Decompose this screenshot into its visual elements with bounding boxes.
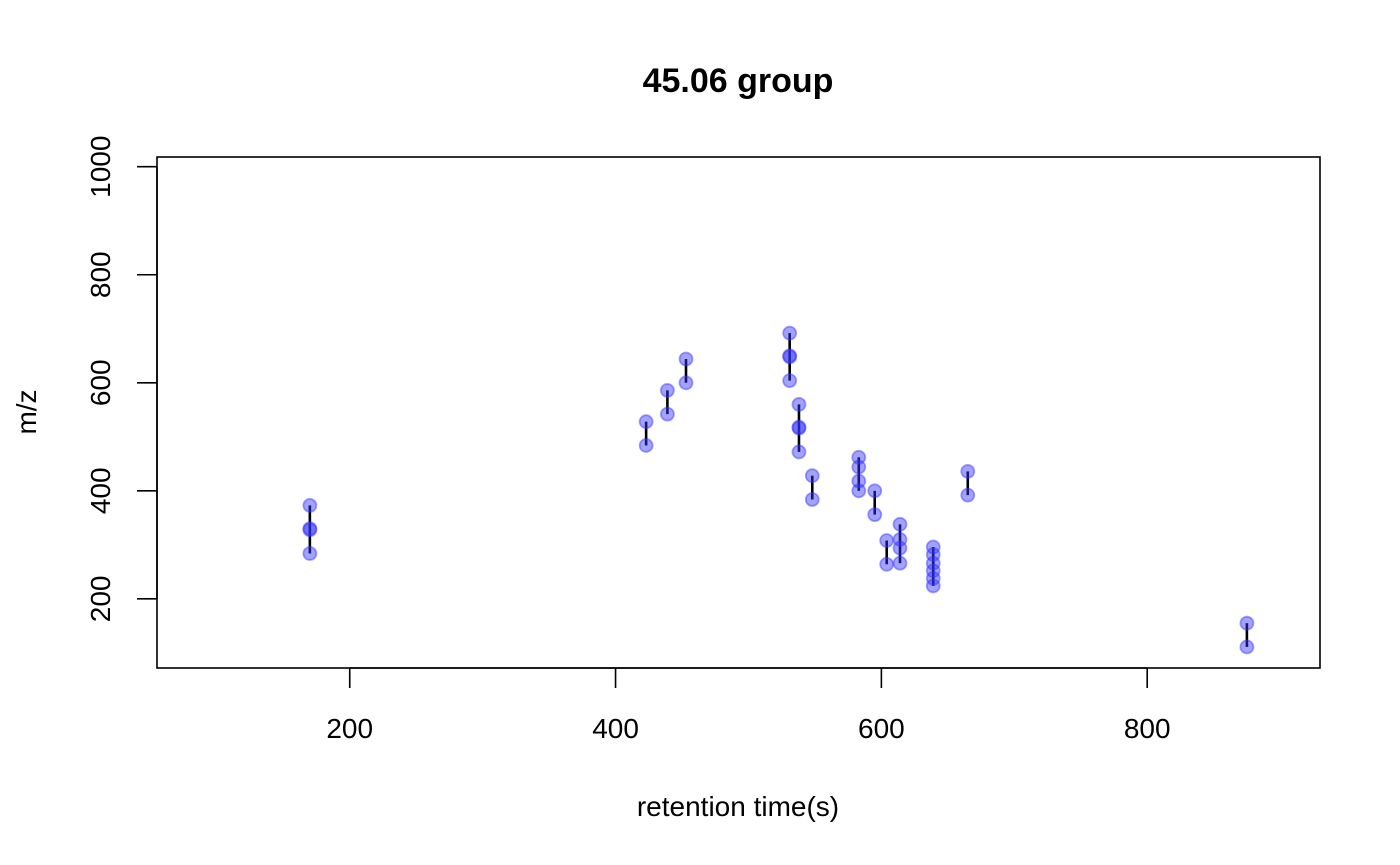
- data-point: [851, 449, 867, 465]
- data-point: [302, 498, 318, 513]
- data-point: [892, 516, 908, 532]
- data-point: [791, 419, 807, 435]
- data-point: [925, 570, 941, 586]
- data-point: [925, 555, 941, 571]
- x-axis: 200 400 600 800: [326, 667, 1171, 744]
- data-point: [867, 507, 883, 522]
- data-point: [678, 351, 694, 367]
- data-point: [638, 438, 654, 453]
- data-point: [925, 547, 941, 562]
- data-point: [678, 375, 694, 391]
- segments-layer: [308, 333, 1249, 647]
- y-tick-label: 600: [85, 359, 116, 406]
- x-tick-label: 400: [592, 713, 639, 744]
- data-point: [851, 483, 867, 499]
- data-point: [867, 483, 883, 499]
- data-point: [782, 325, 798, 341]
- data-point: [851, 473, 867, 489]
- data-point: [892, 532, 908, 547]
- y-tick-label: 800: [85, 251, 116, 298]
- chart-title: 45.06 group: [643, 62, 834, 100]
- data-point: [925, 578, 941, 594]
- data-point: [782, 373, 798, 389]
- x-tick-label: 200: [326, 713, 373, 744]
- x-tick-label: 800: [1124, 713, 1171, 744]
- data-point: [302, 521, 318, 537]
- data-point: [791, 396, 807, 412]
- points-layer: [302, 325, 1255, 655]
- x-tick-label: 600: [858, 713, 905, 744]
- data-point: [960, 463, 976, 479]
- x-axis-label: retention time(s): [637, 791, 839, 822]
- data-point: [804, 492, 820, 507]
- y-tick-label: 1000: [85, 136, 116, 198]
- data-point: [804, 468, 820, 484]
- data-point: [1239, 615, 1255, 631]
- y-axis-label: m/z: [11, 389, 42, 434]
- data-point: [791, 420, 807, 436]
- y-tick-label: 200: [85, 575, 116, 622]
- data-point: [782, 348, 798, 364]
- data-point: [892, 555, 908, 571]
- data-point: [925, 539, 941, 555]
- data-point: [892, 540, 908, 556]
- y-axis: 200 400 600 800 1000: [85, 136, 158, 622]
- data-point: [879, 533, 895, 548]
- y-tick-label: 400: [85, 467, 116, 514]
- data-point: [925, 563, 941, 579]
- data-point: [1239, 639, 1255, 655]
- data-point: [302, 546, 318, 561]
- data-point: [659, 406, 675, 422]
- data-point: [638, 414, 654, 430]
- data-point: [782, 349, 798, 365]
- data-point: [879, 556, 895, 572]
- data-point: [851, 459, 867, 475]
- data-point: [302, 522, 318, 538]
- plot-area-frame: [156, 156, 1321, 669]
- data-point: [791, 444, 807, 460]
- data-point: [659, 382, 675, 398]
- data-point: [960, 487, 976, 503]
